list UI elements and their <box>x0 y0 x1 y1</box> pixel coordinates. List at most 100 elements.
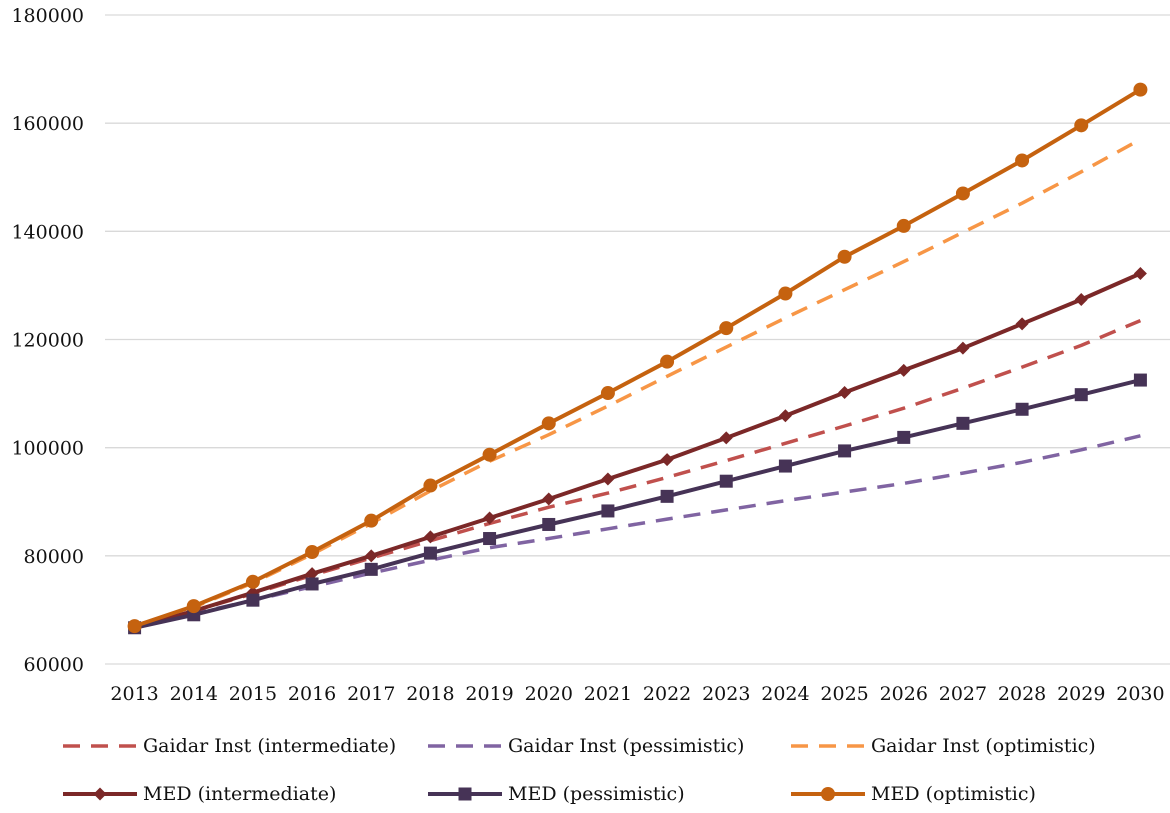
series-med-intermediate <box>128 267 1147 634</box>
x-tick-label: 2019 <box>465 683 513 705</box>
data-point-square <box>1074 388 1088 402</box>
x-tick-label: 2022 <box>643 683 691 705</box>
data-point-diamond <box>93 787 107 801</box>
data-point-circle <box>955 186 970 201</box>
data-point-circle <box>423 478 438 493</box>
series-line <box>133 87 1142 628</box>
data-point-diamond <box>364 549 378 563</box>
legend: Gaidar Inst (intermediate) Gaidar Inst (p… <box>63 735 1096 805</box>
data-point-diamond <box>719 431 733 445</box>
data-point-square <box>897 430 911 444</box>
data-point-circle <box>837 249 852 264</box>
data-point-circle <box>1015 153 1030 168</box>
series-med-optimistic <box>127 82 1148 634</box>
data-point-circle <box>364 513 379 528</box>
data-point-circle <box>778 286 793 301</box>
x-tick-label: 2017 <box>347 683 395 705</box>
data-point-circle <box>821 787 835 801</box>
x-axis: 2013 2014 2015 2016 2017 2018 2019 2020 2021 2022… <box>110 683 1164 705</box>
x-tick-label: 2013 <box>110 683 158 705</box>
data-point-square <box>601 504 615 518</box>
series-line <box>134 434 1141 628</box>
y-axis: 60000 80000 100000 120000 140000 160000 180000 <box>11 5 84 676</box>
data-point-square <box>956 416 970 430</box>
y-tick-label: 180000 <box>11 5 84 27</box>
y-tick-label: 120000 <box>11 330 84 352</box>
data-point-diamond <box>542 492 556 506</box>
x-tick-label: 2014 <box>170 683 218 705</box>
data-point-square <box>719 474 733 488</box>
legend-item: Gaidar Inst (optimistic) <box>791 735 1096 757</box>
series-line <box>134 137 1142 628</box>
x-tick-label: 2023 <box>702 683 750 705</box>
data-point-diamond <box>778 409 792 423</box>
x-tick-label: 2027 <box>939 683 987 705</box>
data-point-diamond <box>1074 292 1088 306</box>
x-tick-label: 2018 <box>406 683 454 705</box>
gridlines <box>105 14 1170 665</box>
data-point-square <box>778 459 792 473</box>
legend-item: Gaidar Inst (intermediate) <box>63 735 396 757</box>
data-point-circle <box>482 447 497 462</box>
data-point-circle <box>1133 82 1148 97</box>
data-point-diamond <box>423 530 437 544</box>
legend-label: MED (pessimistic) <box>508 783 685 805</box>
legend-label: Gaidar Inst (intermediate) <box>143 735 396 757</box>
x-tick-label: 2026 <box>880 683 928 705</box>
x-tick-label: 2030 <box>1116 683 1164 705</box>
legend-item: Gaidar Inst (pessimistic) <box>428 735 744 757</box>
data-point-square <box>1133 373 1147 387</box>
x-tick-label: 2028 <box>998 683 1046 705</box>
data-point-square <box>423 546 437 560</box>
series-gaidar-inst-optimistic <box>134 137 1142 628</box>
data-point-square <box>1015 402 1029 416</box>
y-tick-label: 60000 <box>24 654 84 676</box>
series-line <box>134 271 1142 630</box>
data-point-square <box>246 593 260 607</box>
data-point-diamond <box>838 386 852 400</box>
legend-label: MED (intermediate) <box>143 783 336 805</box>
data-point-circle <box>245 574 260 589</box>
data-point-circle <box>1074 118 1089 133</box>
x-tick-label: 2016 <box>288 683 336 705</box>
legend-label: Gaidar Inst (pessimistic) <box>508 735 744 757</box>
data-point-diamond <box>660 453 674 467</box>
data-point-circle <box>600 386 615 401</box>
series-layer <box>127 82 1148 635</box>
data-point-square <box>483 532 497 546</box>
x-tick-label: 2020 <box>525 683 573 705</box>
legend-label: MED (optimistic) <box>871 783 1036 805</box>
data-point-diamond <box>956 341 970 355</box>
data-point-square <box>838 444 852 458</box>
data-point-circle <box>127 619 142 634</box>
x-tick-label: 2029 <box>1057 683 1105 705</box>
data-point-diamond <box>305 567 319 581</box>
data-point-diamond <box>601 472 615 486</box>
data-point-square <box>305 577 319 591</box>
data-point-diamond <box>1133 267 1147 281</box>
data-point-circle <box>896 218 911 233</box>
data-point-diamond <box>1015 317 1029 331</box>
legend-item: MED (optimistic) <box>791 783 1036 805</box>
data-point-circle <box>305 545 320 560</box>
y-tick-label: 140000 <box>11 221 84 243</box>
y-tick-label: 80000 <box>24 546 84 568</box>
data-point-circle <box>541 416 556 431</box>
legend-label: Gaidar Inst (optimistic) <box>871 735 1096 757</box>
legend-item: MED (intermediate) <box>63 783 336 805</box>
y-tick-label: 100000 <box>11 438 84 460</box>
data-point-square <box>542 517 556 531</box>
x-tick-label: 2024 <box>761 683 809 705</box>
data-point-square <box>458 787 472 801</box>
series-line <box>134 378 1141 630</box>
data-point-circle <box>660 354 675 369</box>
data-point-circle <box>719 321 734 336</box>
y-tick-label: 160000 <box>11 113 84 135</box>
data-point-circle <box>186 599 201 614</box>
x-tick-label: 2025 <box>820 683 868 705</box>
data-point-diamond <box>483 511 497 525</box>
data-point-square <box>364 562 378 576</box>
series-gaidar-inst-pessimistic <box>134 434 1141 628</box>
data-point-square <box>660 489 674 503</box>
